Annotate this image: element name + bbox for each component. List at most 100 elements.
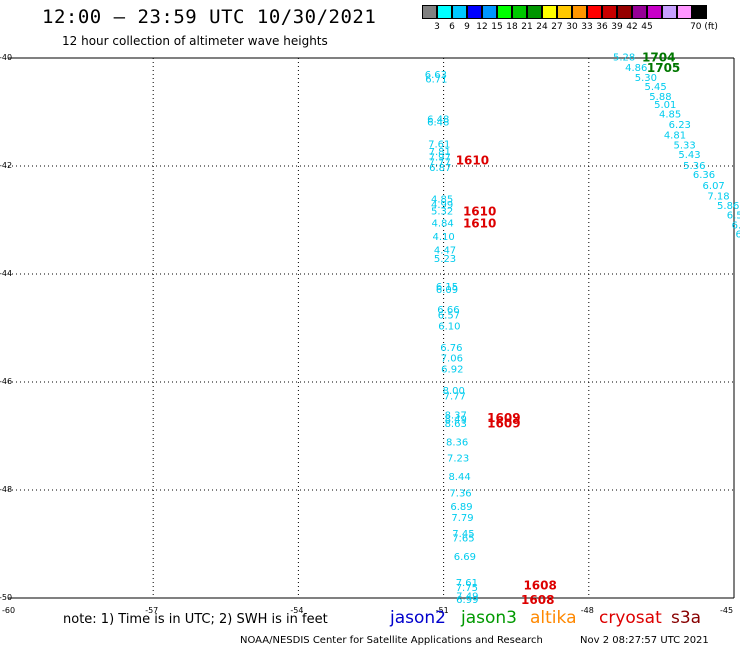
swh-value-label: 7.97 [429, 152, 451, 163]
swh-value-label: 5.45 [644, 82, 666, 93]
colorbar-cell [677, 5, 692, 19]
swh-value-label: 6.92 [441, 365, 463, 376]
colorbar-cell [647, 5, 662, 19]
latitude-label: -48 [0, 485, 12, 494]
swh-value-label: 5.28 [613, 52, 635, 63]
swh-value-label: 6.66 [437, 305, 459, 316]
swh-value-label: 6.71 [425, 75, 447, 86]
swh-value-label: 4.84 [432, 219, 454, 230]
swh-value-label: 6.36 [693, 170, 715, 181]
swh-value-label: 6.55 [727, 211, 740, 222]
colorbar-cell [587, 5, 602, 19]
swh-value-label: 4.86 [625, 63, 647, 74]
swh-value-label: 6.57 [438, 311, 460, 322]
swh-value-label: 4.85 [431, 194, 453, 205]
map-subtitle: 12 hour collection of altimeter wave hei… [62, 34, 328, 48]
colorbar-tick-label: 9 [464, 22, 470, 32]
colorbar-cell [542, 5, 557, 19]
swh-value-label: 5.36 [683, 161, 705, 172]
swh-value-label: 7.77 [444, 392, 466, 403]
swh-value-label: 6.09 [436, 285, 458, 296]
latitude-label: -46 [0, 377, 12, 386]
swh-value-label: 6 [735, 230, 740, 241]
swh-value-label: 6.15 [436, 282, 458, 293]
colorbar-tick-label: 24 [536, 22, 548, 32]
colorbar-tick-label: 45 [641, 22, 653, 32]
colorbar-tick-label: 30 [566, 22, 578, 32]
colorbar-cell [527, 5, 542, 19]
swh-value-label: 5.33 [674, 140, 696, 151]
swh-value-label: 6.07 [703, 181, 725, 192]
time-label: 1705 [647, 61, 680, 75]
time-label: 1704 [642, 50, 675, 64]
swh-value-label: 8.44 [448, 472, 470, 483]
colorbar-cell [497, 5, 512, 19]
colorbar-cell [512, 5, 527, 19]
time-label: 1609 [487, 417, 520, 431]
swh-value-label: 7.49 [456, 591, 478, 602]
swh-value-label: 6.99 [456, 595, 478, 606]
longitude-label: -54 [290, 606, 303, 615]
credit-text: NOAA/NESDIS Center for Satellite Applica… [240, 635, 543, 646]
swh-value-label: 7.23 [447, 454, 469, 465]
legend-altika: altika [530, 608, 577, 628]
colorbar-tick-label: 12 [476, 22, 488, 32]
swh-value-label: 6.10 [438, 321, 460, 332]
swh-value-label: 8.49 [445, 415, 467, 426]
map-title: 12:00 – 23:59 UTC 10/30/2021 [42, 6, 377, 28]
longitude-label: -48 [581, 606, 594, 615]
legend-cryosat: cryosat [599, 608, 662, 628]
latitude-label: -50 [0, 593, 12, 602]
colorbar-cell [482, 5, 497, 19]
swh-value-label: 6.76 [440, 343, 462, 354]
swh-value-label: 5.32 [431, 206, 453, 217]
colorbar-tick-label: 36 [596, 22, 608, 32]
colorbar-cell [662, 5, 677, 19]
colorbar-tick-label: 6 [449, 22, 455, 32]
swh-value-label: 6.63 [425, 70, 447, 81]
colorbar-cell [467, 5, 482, 19]
swh-value-label: 4.85 [659, 110, 681, 121]
swh-value-label: 6.48 [427, 118, 449, 129]
swh-value-label: 4.10 [432, 232, 454, 243]
swh-value-label: 7.61 [456, 578, 478, 589]
time-label: 1610 [463, 217, 496, 231]
swh-value-label: 7.18 [707, 192, 729, 203]
swh-value-label: 5.86 [717, 201, 739, 212]
time-label: 1610 [463, 204, 496, 218]
colorbar-tick-label: 70 (ft) [690, 22, 718, 32]
longitude-label: -57 [145, 606, 158, 615]
swh-value-label: 6.87 [429, 163, 451, 174]
swh-value-label: 6.89 [450, 502, 472, 513]
swh-value-label: 7.06 [441, 354, 463, 365]
colorbar-cell [437, 5, 452, 19]
swh-value-label: 6.5 [732, 220, 740, 231]
swh-value-label: 7.61 [428, 139, 450, 150]
longitude-label: -51 [436, 606, 449, 615]
swh-value-label: 5.30 [635, 73, 657, 84]
colorbar-cell [422, 5, 437, 19]
footer-note: note: 1) Time is in UTC; 2) SWH is in fe… [63, 612, 328, 627]
time-label: 1610 [456, 154, 489, 168]
time-label: 1609 [487, 411, 520, 425]
latitude-label: -44 [0, 269, 12, 278]
generated-timestamp: Nov 2 08:27:57 UTC 2021 [580, 635, 709, 646]
colorbar-tick-label: 3 [434, 22, 440, 32]
colorbar-tick-label: 33 [581, 22, 593, 32]
swh-value-label: 7.36 [449, 489, 471, 500]
swh-value-label: 4.81 [664, 131, 686, 142]
swh-value-label: 7.45 [452, 529, 474, 540]
legend-jason3: jason3 [461, 608, 517, 628]
colorbar-cell [617, 5, 632, 19]
legend-jason2: jason2 [390, 608, 446, 628]
legend-s3a: s3a [671, 608, 702, 628]
swh-value-label: 6.48 [427, 114, 449, 125]
colorbar-cell [692, 5, 707, 19]
swh-value-label: 5.88 [649, 92, 671, 103]
colorbar-tick-label: 42 [626, 22, 638, 32]
swh-value-label: 8.63 [445, 419, 467, 430]
colorbar-cell [572, 5, 587, 19]
longitude-label: -45 [720, 606, 733, 615]
latitude-label: -42 [0, 161, 12, 170]
